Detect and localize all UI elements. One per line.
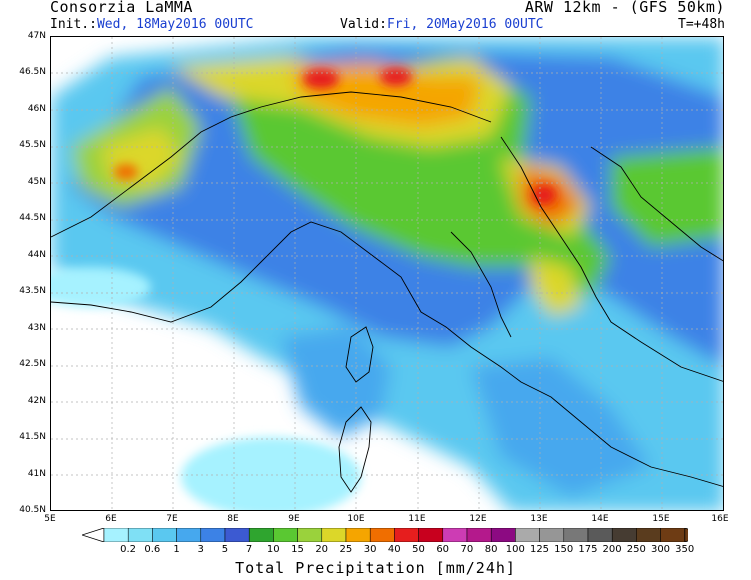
org-title: Consorzia LaMMA [50, 0, 193, 16]
lat-label: 44.5N [19, 213, 46, 223]
legend-title: Total Precipitation [mm/24h] [235, 559, 516, 577]
lon-label: 5E [44, 514, 56, 524]
legend-value: 7 [245, 544, 253, 555]
valid-value: Fri, 20May2016 00UTC [386, 17, 544, 32]
precipitation-map [50, 36, 724, 511]
legend-cell [369, 528, 395, 542]
lat-label: 46N [27, 104, 46, 114]
legend-cell [539, 528, 565, 542]
lat-label: 42.5N [19, 359, 46, 369]
legend-arrow-left [82, 528, 105, 542]
lon-label: 14E [591, 514, 609, 524]
legend-value: 150 [554, 544, 574, 555]
lon-label: 9E [288, 514, 300, 524]
lon-label: 16E [711, 514, 729, 524]
lon-label: 12E [469, 514, 487, 524]
legend-value: 60 [436, 544, 450, 555]
lat-label: 44N [27, 250, 46, 260]
legend-value: 40 [387, 544, 401, 555]
legend-value: 200 [602, 544, 622, 555]
legend-cell [321, 528, 347, 542]
forecast-step: T=+48h [678, 17, 725, 32]
legend-value: 100 [505, 544, 525, 555]
legend-cell [660, 528, 686, 542]
legend-cell [563, 528, 589, 542]
lon-label: 7E [166, 514, 178, 524]
legend-cell [152, 528, 177, 542]
legend-cell [273, 528, 298, 542]
init-line: Init.:Wed, 18May2016 00UTC [50, 17, 254, 32]
legend-value: 30 [363, 544, 377, 555]
lon-label: 10E [347, 514, 365, 524]
legend-cell [345, 528, 371, 542]
lon-label: 8E [227, 514, 239, 524]
lon-label: 13E [530, 514, 548, 524]
lat-label: 45.5N [19, 140, 46, 150]
init-value: Wed, 18May2016 00UTC [96, 17, 254, 32]
legend-cell [611, 528, 637, 542]
legend-value: 5 [221, 544, 229, 555]
legend-value: 0.6 [144, 544, 161, 555]
legend-cell [297, 528, 323, 542]
legend-cell [394, 528, 419, 542]
legend-value: 15 [291, 544, 304, 555]
legend-value: 80 [484, 544, 498, 555]
legend-cell [515, 528, 540, 542]
legend-cell [200, 528, 226, 542]
legend-value: 350 [675, 544, 695, 555]
map-canvas [51, 37, 723, 510]
lat-label: 43N [27, 323, 46, 333]
legend-value: 300 [650, 544, 671, 555]
lon-label: 15E [652, 514, 670, 524]
legend-value: 125 [529, 544, 550, 555]
coastlines [51, 91, 723, 493]
legend-cell [127, 528, 153, 542]
legend-value: 20 [315, 544, 329, 555]
legend-value: 50 [412, 544, 425, 555]
legend-arrow-right [684, 528, 688, 542]
lat-label: 47N [27, 31, 46, 41]
legend-value: 0.2 [120, 544, 137, 555]
lat-label: 41N [27, 469, 46, 479]
legend-value: 250 [626, 544, 646, 555]
legend-cell [418, 528, 444, 542]
legend-colorbar [82, 528, 688, 542]
legend-cell [466, 528, 492, 542]
lat-label: 42N [27, 396, 46, 406]
lat-label: 45N [27, 177, 46, 187]
valid-label: Valid: [340, 17, 387, 32]
legend-cells [103, 528, 686, 542]
legend-value: 10 [266, 544, 280, 555]
legend-cell [103, 528, 129, 542]
precip-field [51, 37, 723, 510]
lat-label: 40.5N [19, 505, 46, 515]
legend-cell [490, 528, 516, 542]
valid-line: Valid:Fri, 20May2016 00UTC [340, 17, 544, 32]
lon-label: 6E [105, 514, 117, 524]
legend-value: 1 [173, 544, 180, 555]
init-label: Init.: [50, 17, 97, 32]
legend-cell [636, 528, 661, 542]
model-title: ARW 12km - (GFS 50km) [524, 0, 725, 16]
lat-label: 43.5N [19, 286, 46, 296]
legend-value: 70 [460, 544, 474, 555]
map-grid [51, 37, 723, 510]
lat-label: 41.5N [19, 432, 46, 442]
legend-value: 25 [339, 544, 353, 555]
lat-label: 46.5N [19, 67, 46, 77]
legend-value: 175 [578, 544, 598, 555]
legend-cell [442, 528, 468, 542]
legend-value: 3 [197, 544, 204, 555]
lon-label: 11E [408, 514, 426, 524]
legend-cell [224, 528, 250, 542]
legend-cell [176, 528, 202, 542]
legend-cell [587, 528, 613, 542]
legend-cell [248, 528, 274, 542]
